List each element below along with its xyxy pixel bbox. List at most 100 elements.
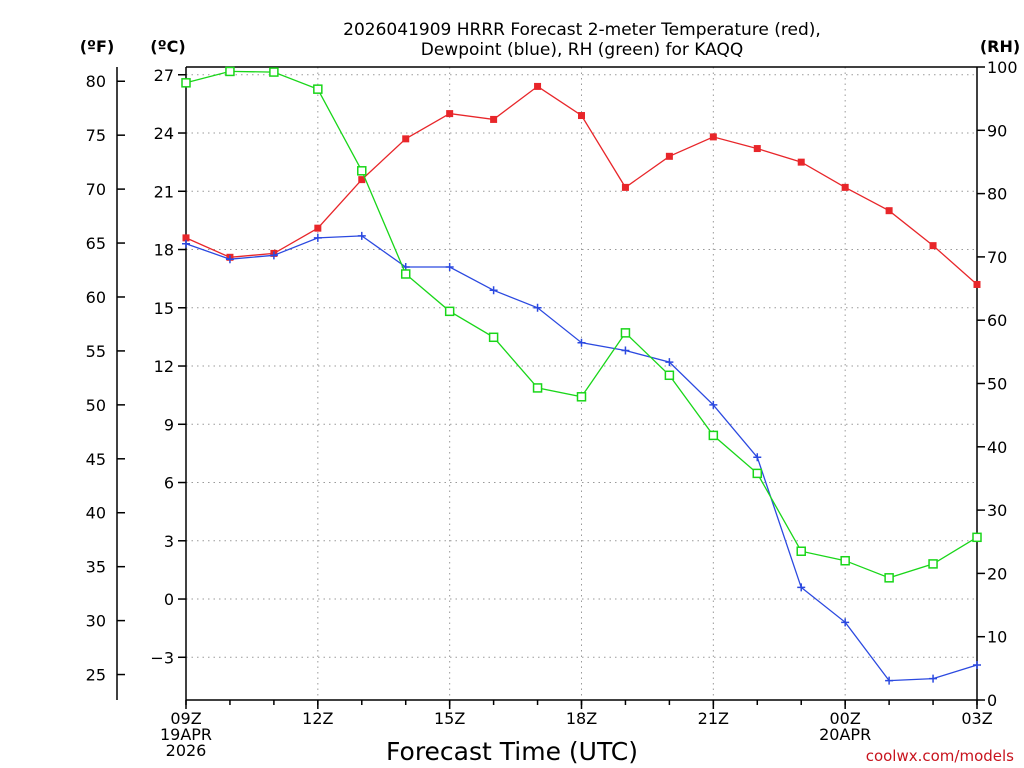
rh-tick-label: 100 xyxy=(987,58,1018,77)
data-point xyxy=(884,573,894,583)
fahrenheit-tick-label: 70 xyxy=(86,180,106,199)
time-tick-label: 21Z xyxy=(698,709,729,728)
data-point xyxy=(841,618,850,627)
rh-tick-label: 50 xyxy=(987,375,1007,394)
data-point xyxy=(972,532,982,543)
data-point xyxy=(929,242,937,250)
source-credit: coolwx.com/models xyxy=(866,747,1014,765)
data-point xyxy=(796,546,806,556)
data-point xyxy=(752,468,763,479)
fahrenheit-tick-label: 75 xyxy=(86,126,106,145)
series-2-meter-temperature xyxy=(182,82,981,288)
gridlines xyxy=(186,67,977,700)
chart-title: 2026041909 HRRR Forecast 2-meter Tempera… xyxy=(343,20,821,60)
rh-tick-label: 30 xyxy=(987,501,1007,520)
data-point xyxy=(665,358,674,367)
fahrenheit-axis-label: (ºF) xyxy=(80,37,115,56)
celsius-tick-label: 21 xyxy=(154,182,174,201)
fahrenheit-tick-label: 40 xyxy=(86,504,106,523)
data-point xyxy=(797,158,805,166)
axes xyxy=(116,66,978,701)
data-point xyxy=(576,392,587,402)
fahrenheit-tick-label: 55 xyxy=(86,342,106,361)
data-point xyxy=(490,115,498,123)
data-point xyxy=(444,306,455,317)
celsius-tick-label: 15 xyxy=(154,299,174,318)
data-point xyxy=(488,332,499,343)
time-tick-label: 20APR xyxy=(819,725,871,744)
fahrenheit-tick-label: 30 xyxy=(86,612,106,631)
data-point xyxy=(358,176,366,184)
chart-title-line-1: 2026041909 HRRR Forecast 2-meter Tempera… xyxy=(343,20,821,40)
fahrenheit-tick-label: 50 xyxy=(86,396,106,415)
data-point xyxy=(357,166,367,176)
fahrenheit-tick-label: 65 xyxy=(86,234,106,253)
data-point xyxy=(929,674,938,683)
time-tick-label: 09Z xyxy=(170,709,201,728)
data-point xyxy=(577,338,586,347)
rh-tick-label: 10 xyxy=(987,628,1007,647)
celsius-tick-label: −3 xyxy=(150,648,174,667)
rh-tick-label: 40 xyxy=(987,438,1007,457)
rh-tick-label: 20 xyxy=(987,564,1007,583)
rh-tick-label: 0 xyxy=(987,691,997,710)
data-point xyxy=(182,239,190,248)
rh-tick-label: 90 xyxy=(987,121,1007,140)
celsius-tick-label: 12 xyxy=(154,357,174,376)
data-point xyxy=(928,559,938,569)
data-point xyxy=(709,133,717,141)
data-series xyxy=(181,66,982,685)
data-point xyxy=(446,110,454,118)
fahrenheit-tick-label: 35 xyxy=(86,558,106,577)
data-point xyxy=(709,400,718,409)
data-point xyxy=(269,251,278,260)
data-point xyxy=(753,453,762,462)
time-tick-label: 00Z xyxy=(830,709,861,728)
data-point xyxy=(182,234,190,242)
time-tick-label: 15Z xyxy=(434,709,465,728)
fahrenheit-tick-label: 60 xyxy=(86,288,106,307)
data-point xyxy=(534,82,542,90)
time-tick-label: 12Z xyxy=(302,709,333,728)
data-point xyxy=(533,303,542,312)
celsius-tick-label: 27 xyxy=(154,66,174,85)
data-point xyxy=(532,383,543,393)
celsius-tick-label: 18 xyxy=(154,241,174,260)
celsius-tick-label: 3 xyxy=(164,532,174,551)
celsius-tick-label: 9 xyxy=(164,415,174,434)
time-tick-label: 03Z xyxy=(961,709,992,728)
data-point xyxy=(225,66,235,77)
data-point xyxy=(973,280,981,288)
data-point xyxy=(313,84,323,94)
data-point xyxy=(225,255,234,264)
celsius-tick-label: 24 xyxy=(154,124,174,143)
time-tick-label: 19APR xyxy=(160,725,212,744)
data-point xyxy=(314,224,322,232)
data-point xyxy=(841,183,849,191)
data-point xyxy=(181,78,191,88)
data-point xyxy=(269,67,279,77)
celsius-axis-label: (ºC) xyxy=(150,37,185,56)
data-point xyxy=(621,183,629,191)
data-point xyxy=(885,676,894,685)
data-point xyxy=(840,555,850,566)
data-point xyxy=(665,152,673,160)
data-point xyxy=(620,328,631,338)
series-relative-humidity xyxy=(181,66,982,583)
data-point xyxy=(357,231,366,240)
rh-axis-label: (RH) xyxy=(980,37,1020,56)
data-point xyxy=(402,135,410,143)
rh-tick-label: 60 xyxy=(987,311,1007,330)
fahrenheit-tick-label: 45 xyxy=(86,450,106,469)
fahrenheit-axis-ticks: 80 75 70 65 60 55 50 45 40 35 30 25 xyxy=(86,72,125,685)
rh-tick-label: 80 xyxy=(987,185,1007,204)
fahrenheit-tick-label: 25 xyxy=(86,666,106,685)
data-point xyxy=(708,430,719,441)
fahrenheit-tick-label: 80 xyxy=(86,72,106,91)
data-point xyxy=(313,233,322,242)
data-point xyxy=(445,262,454,271)
data-point xyxy=(753,145,761,153)
rh-tick-label: 70 xyxy=(987,248,1007,267)
